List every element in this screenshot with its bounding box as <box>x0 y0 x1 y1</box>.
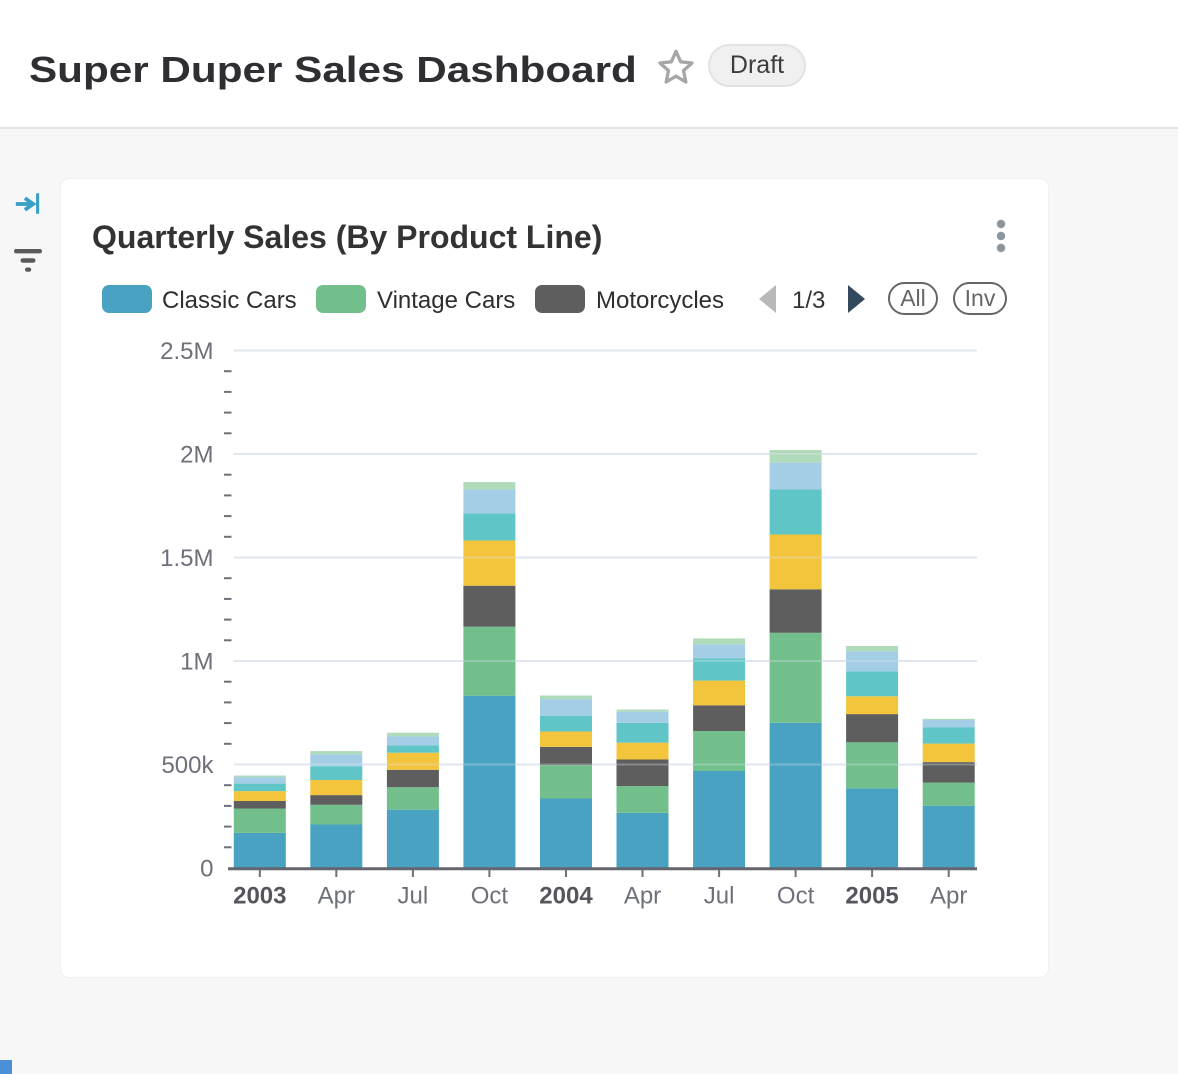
svg-text:Jul: Jul <box>704 883 735 910</box>
svg-text:Oct: Oct <box>777 883 815 910</box>
svg-text:2005: 2005 <box>845 883 898 910</box>
svg-text:1M: 1M <box>180 649 213 676</box>
svg-text:1.5M: 1.5M <box>160 545 213 572</box>
svg-text:Oct: Oct <box>471 883 509 910</box>
svg-text:Jul: Jul <box>398 883 429 910</box>
svg-text:2M: 2M <box>180 442 213 469</box>
svg-text:0: 0 <box>200 856 213 883</box>
svg-text:2003: 2003 <box>233 883 286 910</box>
svg-text:2004: 2004 <box>539 883 593 910</box>
svg-text:2.5M: 2.5M <box>160 338 213 365</box>
svg-text:Apr: Apr <box>318 883 355 910</box>
svg-text:500k: 500k <box>161 752 214 779</box>
svg-text:Apr: Apr <box>930 883 967 910</box>
svg-text:Apr: Apr <box>624 883 661 910</box>
